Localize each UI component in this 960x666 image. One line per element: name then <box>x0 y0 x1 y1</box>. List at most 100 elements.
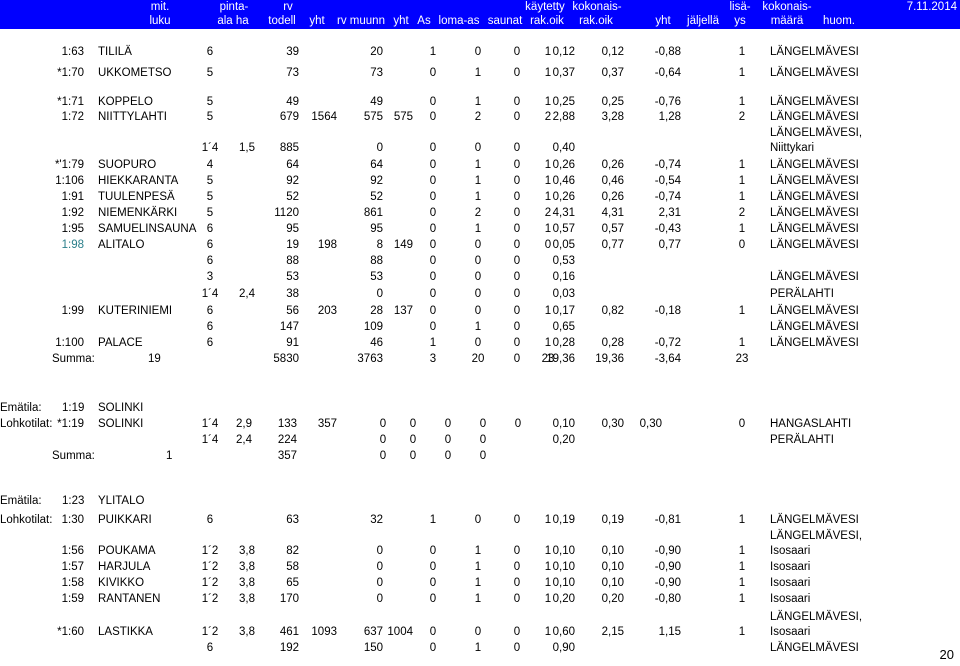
cell-value: 5 <box>206 191 214 203</box>
cell-value: 52 <box>370 191 383 203</box>
cell-value: 1,5 <box>239 142 255 154</box>
cell-value: 2 <box>474 111 482 123</box>
cell-value: 0 <box>376 577 383 589</box>
cell-value: 0 <box>409 450 417 462</box>
cell-value: 20 <box>370 46 383 58</box>
property-name: NIEMENKÄRKI <box>98 207 178 219</box>
cell-value: 0 <box>444 434 452 446</box>
cell-value: 6 <box>206 305 214 317</box>
cell-value: 1 <box>738 175 746 187</box>
cell-value: 1004 <box>387 626 413 638</box>
cell-value: 1 <box>738 545 746 557</box>
property-name: HARJULA <box>98 561 151 573</box>
cell-value: 0,10 <box>601 577 624 589</box>
cell-value: 0 <box>474 255 482 267</box>
cell-value: 6 <box>206 321 214 333</box>
location: LÄNGELMÄVESI <box>770 191 859 203</box>
cell-value: 1 <box>474 561 482 573</box>
cell-value: 0,28 <box>601 337 624 349</box>
header-label: pinta- <box>219 1 249 13</box>
cell-value: -0,90 <box>654 545 681 557</box>
cell-value: 0 <box>513 271 521 283</box>
cell-value: 58 <box>286 561 299 573</box>
cell-value: 0 <box>429 561 437 573</box>
location: LÄNGELMÄVESI, <box>770 127 863 139</box>
cell-value: 0,53 <box>552 255 575 267</box>
cell-value: 0,19 <box>601 514 624 526</box>
cell-value: -0,54 <box>654 175 681 187</box>
cell-value: 1 <box>544 159 552 171</box>
property-id: 1:72 <box>61 111 84 123</box>
property-name: SUOPURO <box>98 159 157 171</box>
cell-value: 1 <box>474 577 482 589</box>
header-label: As <box>417 15 431 27</box>
header-label: lisä- <box>729 1 751 13</box>
cell-value: 0 <box>429 642 437 654</box>
cell-value: 82 <box>286 545 299 557</box>
sum-label: Summa: <box>52 353 95 365</box>
cell-value: 2 <box>544 111 552 123</box>
property-name: ALITALO <box>98 239 145 251</box>
property-id: 1:100 <box>55 337 84 349</box>
location: Isosaari <box>770 577 811 589</box>
header-label: jäljellä <box>687 15 719 27</box>
location: LÄNGELMÄVESI, <box>770 530 863 542</box>
cell-value: 1 <box>544 223 552 235</box>
cell-value: 0 <box>513 142 521 154</box>
cell-value: 0 <box>444 450 452 462</box>
cell-value: 1 <box>544 191 552 203</box>
cell-value: 0 <box>376 593 383 605</box>
cell-value: 0 <box>513 353 521 365</box>
cell-value: 1 <box>474 96 482 108</box>
location: PERÄLAHTI <box>770 434 834 446</box>
cell-value: 1 <box>738 593 746 605</box>
cell-value: 23 <box>541 353 555 365</box>
cell-value: 3 <box>429 353 437 365</box>
cell-value: 1 <box>738 577 746 589</box>
cell-value: 63 <box>286 514 299 526</box>
property-name: TUULENPESÄ <box>98 191 175 203</box>
cell-value: 0,25 <box>552 96 575 108</box>
cell-value: 64 <box>286 159 299 171</box>
cell-value: 3,8 <box>239 593 255 605</box>
cell-value: 5 <box>206 111 214 123</box>
cell-value: 0,10 <box>552 561 575 573</box>
header-label: saunat <box>487 15 523 27</box>
cell-value: 1´2 <box>201 545 219 557</box>
cell-value: 1 <box>544 561 552 573</box>
cell-value: 1 <box>544 593 552 605</box>
cell-value: 637 <box>363 626 383 638</box>
property-id: *1:19 <box>57 418 84 430</box>
property-id: 1:98 <box>61 239 84 251</box>
cell-value: 1 <box>738 561 746 573</box>
property-name: SAMUELINSAUNA <box>98 223 197 235</box>
cell-value: 0 <box>429 255 437 267</box>
cell-value: 5 <box>206 175 214 187</box>
cell-value: 23 <box>735 353 749 365</box>
cell-value: 0,10 <box>601 561 624 573</box>
cell-value: 1´4 <box>201 418 219 430</box>
cell-value: 0 <box>379 434 387 446</box>
cell-value: 0 <box>429 191 437 203</box>
cell-value: 0 <box>513 67 521 79</box>
cell-value: 0 <box>376 545 383 557</box>
cell-value: 0 <box>513 577 521 589</box>
cell-value: 861 <box>363 207 383 219</box>
cell-value: 0,20 <box>601 593 624 605</box>
header-label: mit. <box>150 1 170 13</box>
location: LÄNGELMÄVESI <box>770 175 859 187</box>
cell-value: 0 <box>429 207 437 219</box>
cell-value: 0 <box>474 305 482 317</box>
cell-value: 0 <box>514 418 522 430</box>
cell-value: 1093 <box>311 626 337 638</box>
cell-value: 65 <box>286 577 299 589</box>
property-id: 1:63 <box>61 46 84 58</box>
property-id: *'1:79 <box>54 159 84 171</box>
cell-value: 88 <box>286 255 299 267</box>
parent-name: YLITALO <box>98 495 145 507</box>
header-label: todell <box>268 15 296 27</box>
cell-value: 3,8 <box>239 577 255 589</box>
cell-value: 137 <box>393 305 413 317</box>
cell-value: -0,90 <box>654 561 681 573</box>
cell-value: 6 <box>206 255 214 267</box>
